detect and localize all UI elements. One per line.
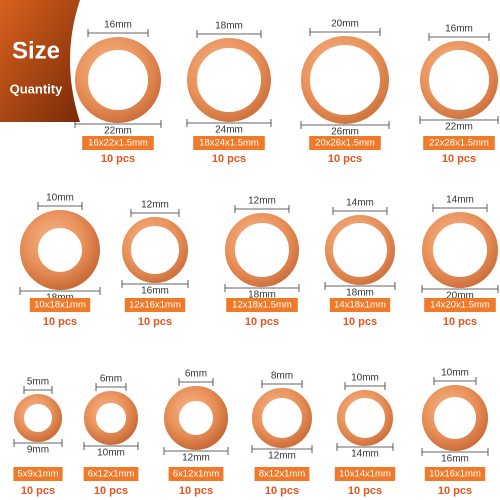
inner-diameter: 12mm bbox=[141, 200, 169, 211]
quantity-label: 10 pcs bbox=[138, 316, 172, 328]
outer-diameter: 9mm bbox=[27, 445, 49, 456]
inner-diameter: 8mm bbox=[271, 371, 293, 382]
size-label: 6x12x1mm bbox=[88, 469, 135, 480]
inner-diameter: 10mm bbox=[441, 368, 469, 379]
size-label: 5x9x1mm bbox=[17, 469, 58, 480]
size-label: 16x22x1.5mm bbox=[88, 138, 148, 149]
outer-diameter: 12mm bbox=[182, 453, 210, 464]
size-label-bg bbox=[329, 298, 391, 312]
size-label: 6x12x1mm bbox=[173, 469, 220, 480]
outer-diameter: 22mm bbox=[445, 122, 473, 133]
size-label: 14x20x1.5mm bbox=[430, 300, 490, 311]
inner-diameter: 16mm bbox=[445, 24, 473, 35]
quantity-label: 10 pcs bbox=[245, 316, 279, 328]
outer-diameter: 16mm bbox=[141, 286, 169, 297]
quantity-label: 10 pcs bbox=[328, 153, 362, 165]
size-label: 18x24x1.5mm bbox=[199, 138, 259, 149]
inner-diameter: 14mm bbox=[446, 195, 474, 206]
quantity-label: 10 pcs bbox=[101, 153, 135, 165]
washer bbox=[187, 38, 271, 122]
outer-diameter: 18mm bbox=[346, 288, 374, 299]
size-label-bg bbox=[82, 136, 154, 150]
size-label: 8x12x1mm bbox=[259, 469, 306, 480]
washer bbox=[75, 37, 161, 123]
size-label-bg bbox=[29, 298, 91, 312]
inner-diameter: 10mm bbox=[351, 373, 379, 384]
washer bbox=[20, 210, 100, 290]
quantity-label: 10 pcs bbox=[43, 316, 77, 328]
size-label: 12x18x1.5mm bbox=[232, 300, 292, 311]
size-label: 14x18x1mm bbox=[334, 300, 386, 311]
quantity-label: 10 pcs bbox=[442, 153, 476, 165]
inner-diameter: 6mm bbox=[100, 374, 122, 385]
badge: Size Quantity bbox=[0, 0, 80, 122]
size-label-bg bbox=[424, 467, 486, 481]
size-label-bg bbox=[334, 467, 396, 481]
inner-diameter: 16mm bbox=[104, 20, 132, 31]
washer bbox=[420, 41, 498, 119]
size-label: 22x28x1.5mm bbox=[429, 138, 489, 149]
size-label-bg bbox=[193, 136, 265, 150]
badge-shape bbox=[0, 0, 80, 122]
outer-diameter: 16mm bbox=[441, 454, 469, 465]
outer-diameter: 12mm bbox=[268, 451, 296, 462]
quantity-label: 10 pcs bbox=[443, 316, 477, 328]
inner-diameter: 10mm bbox=[46, 193, 74, 204]
washer bbox=[164, 386, 228, 450]
size-label: 12x16x1mm bbox=[129, 300, 181, 311]
inner-diameter: 18mm bbox=[215, 21, 243, 32]
size-label-bg bbox=[124, 298, 186, 312]
quantity-label: 10 pcs bbox=[212, 153, 246, 165]
size-label: 20x26x1.5mm bbox=[315, 138, 375, 149]
quantity-label: 10 pcs bbox=[348, 485, 382, 497]
size-label-bg bbox=[226, 298, 298, 312]
inner-diameter: 6mm bbox=[185, 369, 207, 380]
quantity-label: 10 pcs bbox=[94, 485, 128, 497]
outer-diameter: 14mm bbox=[351, 449, 379, 460]
washer bbox=[14, 394, 62, 442]
washer bbox=[252, 388, 312, 448]
size-label: 10x16x1mm bbox=[429, 469, 481, 480]
inner-diameter: 12mm bbox=[248, 196, 276, 207]
outer-diameter: 20mm bbox=[446, 291, 474, 302]
quantity-label: 10 pcs bbox=[438, 485, 472, 497]
quantity-label: 10 pcs bbox=[343, 316, 377, 328]
inner-diameter: 20mm bbox=[331, 19, 359, 30]
outer-diameter: 10mm bbox=[97, 448, 125, 459]
quantity-label: 10 pcs bbox=[179, 485, 213, 497]
washer bbox=[422, 385, 488, 451]
size-label-bg bbox=[254, 467, 310, 481]
washer bbox=[337, 390, 393, 446]
washer bbox=[84, 391, 138, 445]
washer bbox=[325, 215, 395, 285]
outer-diameter: 18mm bbox=[248, 290, 276, 301]
outer-diameter: 24mm bbox=[215, 125, 243, 136]
size-label-bg bbox=[423, 136, 495, 150]
quantity-label: 10 pcs bbox=[265, 485, 299, 497]
outer-diameter: 22mm bbox=[104, 126, 132, 137]
outer-diameter: 26mm bbox=[331, 127, 359, 138]
size-label-bg bbox=[168, 467, 224, 481]
size-label-bg bbox=[309, 136, 381, 150]
washer bbox=[122, 217, 188, 283]
size-label: 10x18x1mm bbox=[34, 300, 86, 311]
size-label: 10x14x1mm bbox=[339, 469, 391, 480]
size-label-bg bbox=[13, 467, 63, 481]
inner-diameter: 5mm bbox=[27, 377, 49, 388]
washer bbox=[422, 212, 498, 288]
washer bbox=[301, 36, 389, 124]
size-label-bg bbox=[424, 298, 496, 312]
inner-diameter: 14mm bbox=[346, 198, 374, 209]
quantity-label: 10 pcs bbox=[21, 485, 55, 497]
badge-quantity: Quantity bbox=[10, 81, 63, 96]
size-label-bg bbox=[83, 467, 139, 481]
badge-size: Size bbox=[12, 37, 60, 64]
washer bbox=[225, 213, 299, 287]
